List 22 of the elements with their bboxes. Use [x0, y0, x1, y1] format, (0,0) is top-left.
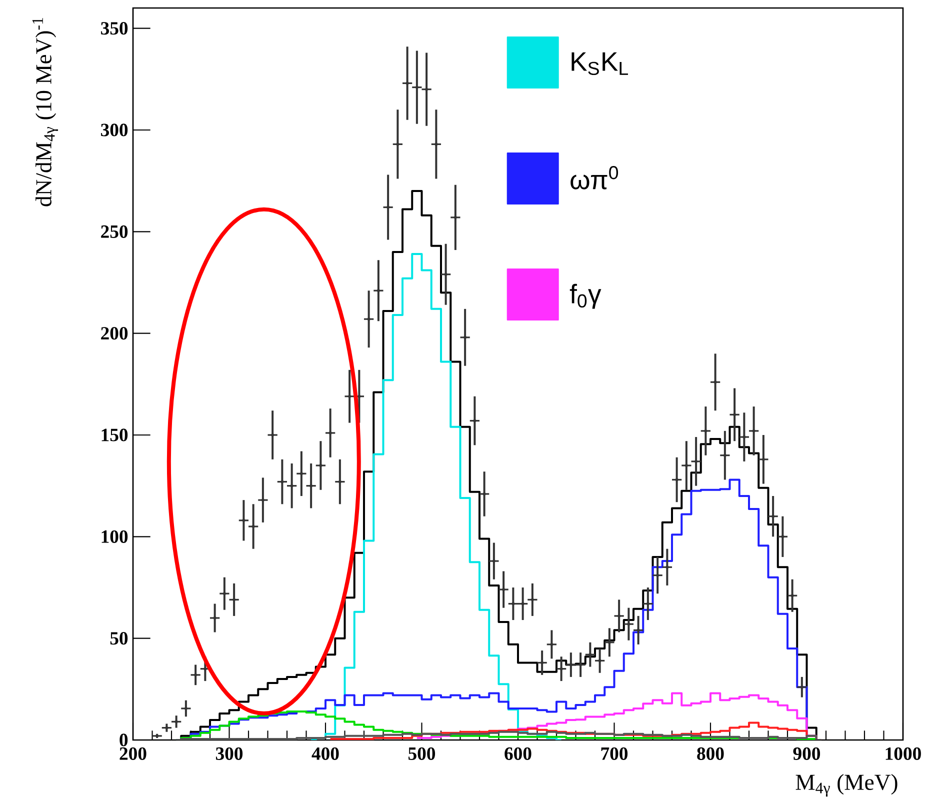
legend-label: K$_{S}$K$_{L}$ — [572, 52, 628, 76]
x-tick-label: 600 — [504, 747, 532, 760]
y-tick-label: 100 — [102, 530, 128, 543]
x-tick-label: 400 — [312, 747, 339, 760]
x-tick-label: 1000 — [886, 747, 921, 760]
x-axis-title: M$_{4γ}$ (MeV) — [796, 774, 898, 797]
y-tick-label: 0 — [120, 734, 128, 746]
y-tick-label: 250 — [101, 225, 128, 238]
x-tick-label: 300 — [216, 747, 243, 760]
y-tick-label: 50 — [110, 632, 128, 645]
y-tick-label: 200 — [101, 327, 128, 340]
x-tick-label: 200 — [120, 747, 146, 760]
x-tick-label: 800 — [697, 747, 724, 760]
legend-label: f$_{0}$γ — [570, 284, 602, 309]
x-tick-label: 900 — [793, 747, 820, 760]
y-tick-label: 300 — [101, 124, 128, 136]
y-tick-label: 350 — [101, 22, 128, 35]
y-tick-label: 150 — [102, 428, 128, 442]
x-tick-label: 700 — [601, 747, 628, 760]
y-axis-title: dN/dM$_{4γ}$ (10 MeV)$^{-1}$ — [32, 18, 58, 206]
x-tick-label: 500 — [408, 747, 436, 760]
legend-label: ωπ$^{0}$ — [570, 166, 618, 190]
